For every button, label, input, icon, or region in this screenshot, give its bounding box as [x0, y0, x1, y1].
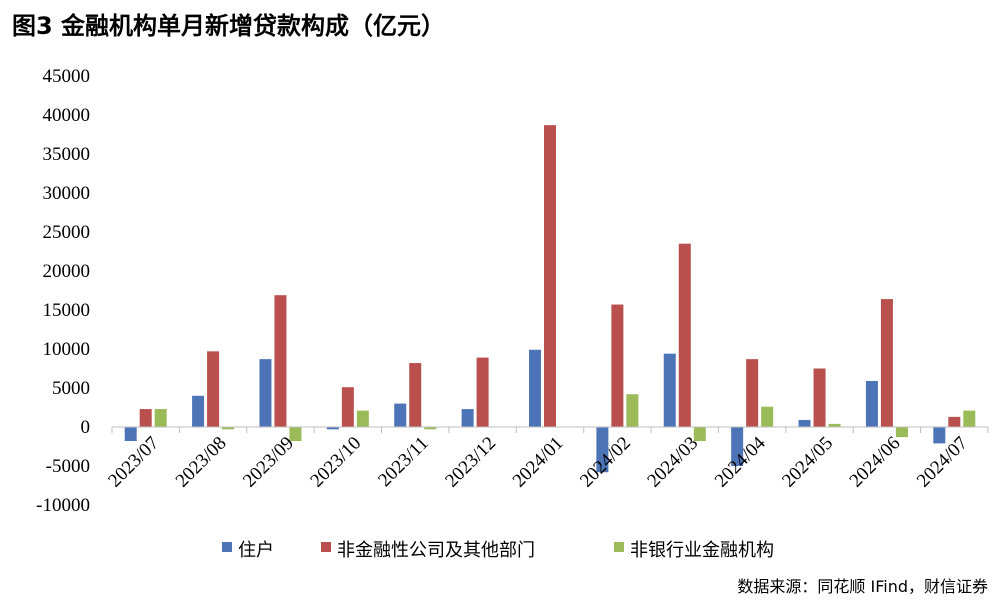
y-tick-label: 40000 — [43, 105, 91, 126]
bar — [828, 423, 841, 427]
bar — [948, 416, 961, 427]
bar — [813, 368, 826, 427]
x-tick-label: 2024/05 — [778, 433, 837, 492]
bar — [154, 409, 167, 427]
y-tick-label: -5000 — [46, 456, 90, 477]
bar — [895, 427, 908, 438]
x-tick-label: 2023/07 — [104, 433, 163, 492]
legend-label: 非金融性公司及其他部门 — [337, 540, 535, 561]
bars — [124, 125, 976, 473]
x-tick-label: 2023/10 — [306, 433, 365, 492]
legend-label: 住户 — [238, 540, 274, 561]
bar — [476, 357, 489, 427]
bar — [259, 359, 272, 427]
bar — [124, 427, 137, 442]
bar — [611, 304, 624, 427]
y-tick-label: 10000 — [43, 339, 91, 360]
bar — [865, 380, 878, 427]
bar — [678, 243, 691, 427]
bar — [356, 410, 369, 427]
bar — [394, 403, 407, 427]
x-axis-ticks — [111, 427, 989, 433]
legend: 住户 非金融性公司及其他部门 非银行业金融机构 — [222, 540, 774, 561]
y-tick-label: -10000 — [36, 495, 90, 516]
bar — [326, 427, 339, 430]
x-tick-label: 2023/08 — [172, 433, 231, 492]
bar — [409, 363, 422, 427]
y-tick-label: 20000 — [43, 261, 91, 282]
bar — [139, 409, 152, 427]
bar — [746, 359, 759, 427]
y-tick-label: 30000 — [43, 183, 91, 204]
y-tick-label: 45000 — [43, 66, 91, 87]
bar — [663, 353, 676, 427]
bar — [880, 299, 893, 427]
x-tick-label: 2023/11 — [374, 433, 432, 491]
bar — [596, 427, 609, 473]
bar — [798, 419, 811, 427]
legend-swatch — [222, 542, 232, 552]
source-note: 数据来源：同花顺 IFind，财信证券 — [737, 577, 988, 596]
x-tick-label: 2024/03 — [643, 433, 702, 492]
y-tick-label: 25000 — [43, 222, 91, 243]
bar — [289, 427, 302, 442]
x-tick-label: 2023/12 — [441, 433, 500, 492]
legend-label: 非银行业金融机构 — [630, 540, 774, 561]
y-tick-label: 35000 — [43, 144, 91, 165]
bar — [933, 427, 946, 444]
bar — [544, 125, 556, 427]
bar — [963, 410, 976, 427]
x-tick-label: 2024/06 — [846, 433, 905, 492]
bar — [461, 409, 474, 427]
bar — [222, 427, 235, 430]
bar — [529, 349, 541, 427]
bar — [192, 395, 205, 427]
bar — [693, 427, 706, 442]
x-tick-label: 2024/01 — [509, 433, 568, 492]
bar — [761, 406, 774, 427]
chart-title: 图3 金融机构单月新增贷款构成（亿元） — [12, 12, 446, 40]
bar — [274, 295, 287, 427]
y-tick-label: 15000 — [43, 300, 91, 321]
legend-swatch — [614, 542, 624, 552]
x-tick-label: 2023/09 — [239, 433, 298, 492]
bar — [731, 427, 744, 466]
bar — [341, 387, 354, 427]
bar — [626, 394, 639, 427]
y-tick-label: 5000 — [52, 378, 90, 399]
bar — [424, 427, 437, 430]
x-axis-labels: 2023/07 2023/08 2023/09 2023/10 2023/11 2023/… — [104, 432, 972, 491]
legend-swatch — [321, 542, 331, 552]
bar — [207, 351, 220, 427]
y-axis-labels: 45000 40000 35000 30000 25000 20000 15000 10000… — [36, 66, 90, 516]
y-tick-label: 0 — [81, 417, 91, 438]
